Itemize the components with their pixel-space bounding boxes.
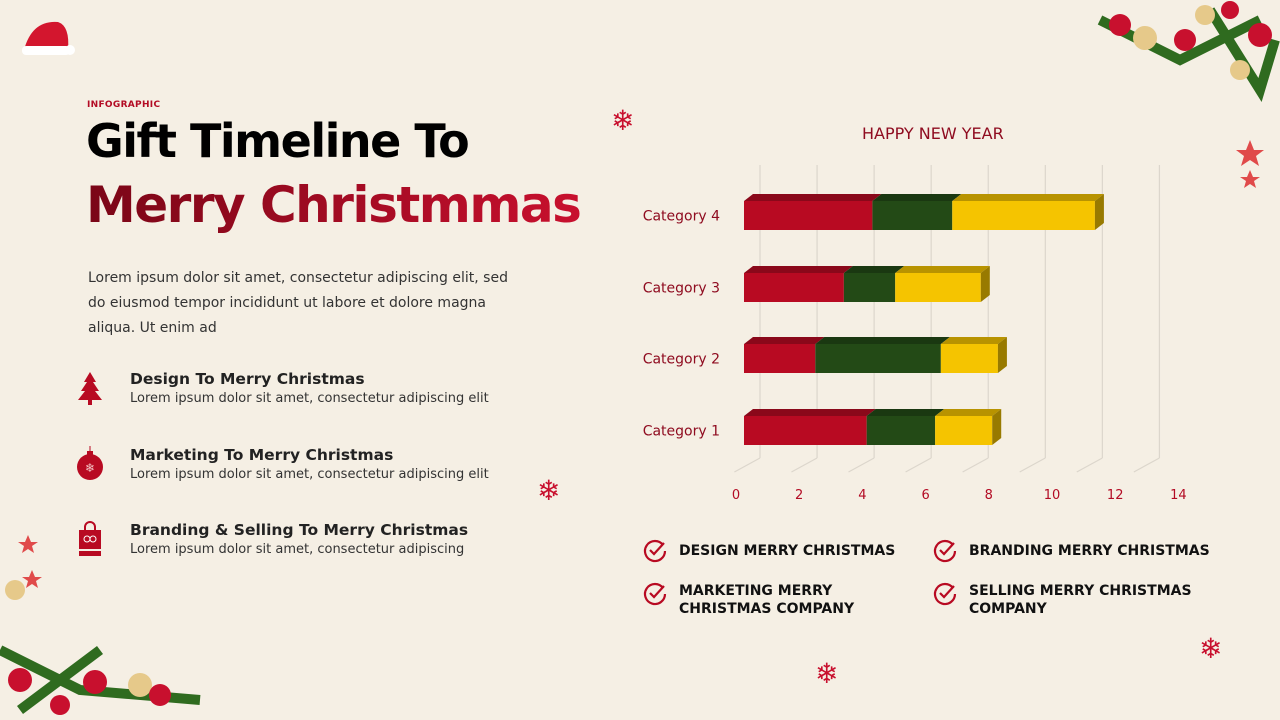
bar-segment — [866, 416, 936, 445]
snowflake-icon: ❄ — [815, 657, 839, 690]
category-label: Category 2 — [643, 352, 720, 368]
bar-top-face — [872, 194, 962, 201]
holly-decoration-top-right-icon — [1097, 1, 1280, 188]
bar-segment — [744, 344, 816, 373]
bar-top-face — [940, 337, 1007, 344]
item-title: Design To Merry Christmas — [130, 370, 365, 388]
x-tick-label: 2 — [795, 488, 803, 503]
check-circle-icon — [933, 539, 957, 563]
bar-segment — [935, 416, 993, 445]
gridline-depth — [848, 457, 875, 473]
bar-segment — [940, 344, 998, 373]
x-tick-label: 12 — [1107, 488, 1124, 503]
holly-decoration-bottom-left-icon — [0, 535, 201, 715]
eyebrow-label: INFOGRAPHIC — [87, 100, 161, 110]
bar-side-face — [997, 337, 1007, 373]
legend-item: MARKETING MERRY CHRISTMAS COMPANY — [643, 582, 913, 618]
ornament-bauble-icon: ❄ — [77, 446, 103, 480]
check-circle-icon — [643, 582, 667, 606]
list-item: ❄ Marketing To Merry Christmas Lorem ipsu… — [76, 446, 536, 482]
bar-segment — [744, 201, 873, 230]
x-tick-label: 4 — [858, 488, 866, 503]
item-text: Lorem ipsum dolor sit amet, consectetur … — [130, 391, 489, 406]
bar-top-face — [815, 337, 950, 344]
item-text: Lorem ipsum dolor sit amet, consectetur … — [130, 542, 465, 557]
bar-side-face — [992, 409, 1002, 445]
category-label: Category 1 — [643, 424, 720, 440]
bar-top-face — [744, 194, 882, 201]
intro-paragraph: Lorem ipsum dolor sit amet, consectetur … — [88, 270, 508, 336]
bar-segment — [952, 201, 1095, 230]
list-item: Design To Merry Christmas Lorem ipsum dol… — [76, 370, 536, 406]
gridline-depth — [962, 457, 989, 473]
x-tick-label: 10 — [1044, 488, 1061, 503]
santa-hat-icon — [22, 21, 75, 55]
bar-top-face — [744, 337, 825, 344]
gift-bag-icon — [79, 521, 101, 556]
bar-top-face — [744, 266, 853, 273]
page-title-highlight: Merry Christmmas — [86, 176, 582, 234]
bar-top-face — [895, 266, 990, 273]
page-title: Gift Timeline To — [86, 114, 470, 168]
x-tick-label: 0 — [732, 488, 740, 503]
category-label: Category 3 — [643, 281, 720, 297]
christmas-tree-icon — [78, 372, 102, 405]
check-circle-icon — [643, 539, 667, 563]
bar-segment — [744, 416, 867, 445]
legend-label: SELLING MERRY CHRISTMAS COMPANY — [969, 583, 1192, 617]
legend-label: MARKETING MERRY CHRISTMAS COMPANY — [679, 583, 855, 617]
snowflake-icon: ❄ — [537, 474, 561, 507]
gridline-depth — [734, 457, 761, 473]
item-title: Branding & Selling To Merry Christmas — [130, 521, 469, 539]
gridline-depth — [905, 457, 932, 473]
bar-top-face — [744, 409, 876, 416]
bar-top-face — [935, 409, 1002, 416]
gridline-depth — [1019, 457, 1046, 473]
check-circle-icon — [933, 582, 957, 606]
bar-segment — [843, 273, 896, 302]
chart-title: HAPPY NEW YEAR — [862, 124, 1004, 143]
item-title: Marketing To Merry Christmas — [130, 446, 394, 464]
x-tick-label: 14 — [1170, 488, 1187, 503]
bar-top-face — [866, 409, 945, 416]
bar-segment — [744, 273, 844, 302]
bar-segment — [895, 273, 981, 302]
category-label: Category 4 — [643, 209, 720, 225]
gridline-depth — [1133, 457, 1160, 473]
gridline-depth — [791, 457, 818, 473]
bar-top-face — [952, 194, 1104, 201]
bar-side-face — [1094, 194, 1104, 230]
snowflake-icon: ❄ — [611, 104, 635, 137]
legend-item: BRANDING MERRY CHRISTMAS — [933, 539, 1210, 563]
item-text: Lorem ipsum dolor sit amet, consectetur … — [130, 467, 489, 482]
bar-top-face — [843, 266, 905, 273]
snowflake-icon: ❄ — [1199, 632, 1223, 665]
bar-side-face — [980, 266, 990, 302]
bar-segment — [815, 344, 941, 373]
svg-text:❄: ❄ — [85, 461, 95, 475]
legend-item: DESIGN MERRY CHRISTMAS — [643, 539, 895, 563]
x-tick-label: 8 — [985, 488, 993, 503]
list-item: Branding & Selling To Merry Christmas Lor… — [76, 521, 536, 557]
bar-segment — [872, 201, 953, 230]
gridline-depth — [1076, 457, 1103, 473]
legend-label: BRANDING MERRY CHRISTMAS — [969, 543, 1210, 559]
legend-item: SELLING MERRY CHRISTMAS COMPANY — [933, 582, 1193, 618]
legend-label: DESIGN MERRY CHRISTMAS — [679, 543, 896, 559]
x-tick-label: 6 — [921, 488, 929, 503]
